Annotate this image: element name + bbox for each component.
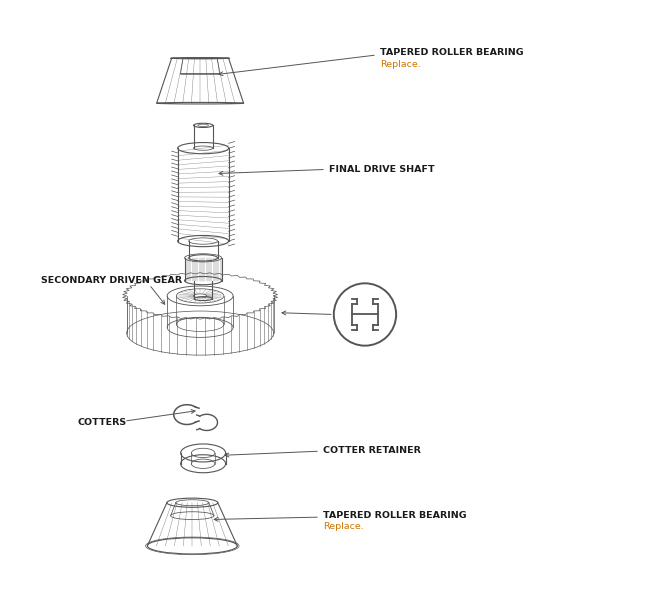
Text: COTTERS: COTTERS	[77, 417, 126, 427]
Text: FINAL DRIVE SHAFT: FINAL DRIVE SHAFT	[329, 165, 435, 174]
Text: SECONDARY DRIVEN GEAR: SECONDARY DRIVEN GEAR	[41, 275, 182, 284]
Text: TAPERED ROLLER BEARING: TAPERED ROLLER BEARING	[323, 511, 467, 520]
Text: Replace.: Replace.	[323, 523, 364, 532]
Text: TAPERED ROLLER BEARING: TAPERED ROLLER BEARING	[380, 48, 524, 57]
Text: Replace.: Replace.	[380, 60, 420, 69]
Text: COTTER RETAINER: COTTER RETAINER	[323, 446, 421, 456]
